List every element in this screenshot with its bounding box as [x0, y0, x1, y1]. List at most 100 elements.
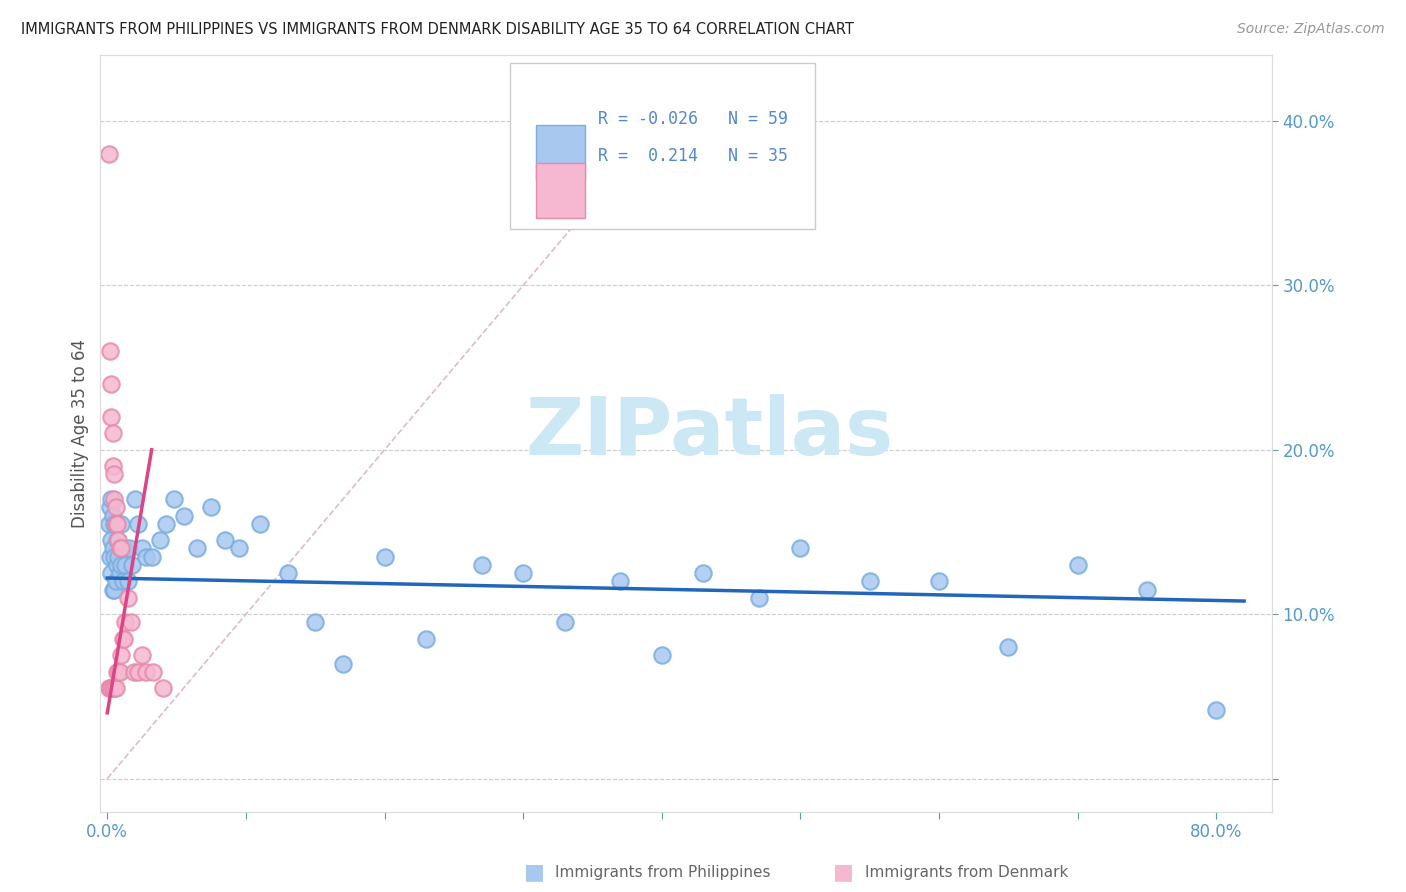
- Point: [117, 574, 139, 589]
- Text: R =  0.214   N = 35: R = 0.214 N = 35: [598, 147, 789, 165]
- Point: [104, 516, 127, 531]
- Point: [111, 632, 134, 646]
- Point: [118, 541, 141, 556]
- Point: [512, 566, 534, 580]
- Point: [110, 558, 132, 572]
- Point: [103, 681, 125, 696]
- Point: [186, 541, 208, 556]
- Point: [98, 549, 121, 564]
- Point: [748, 591, 770, 605]
- Point: [104, 574, 127, 589]
- Point: [101, 681, 124, 696]
- Point: [100, 533, 122, 548]
- Text: IMMIGRANTS FROM PHILIPPINES VS IMMIGRANTS FROM DENMARK DISABILITY AGE 35 TO 64 C: IMMIGRANTS FROM PHILIPPINES VS IMMIGRANT…: [21, 22, 853, 37]
- FancyBboxPatch shape: [536, 163, 585, 218]
- Point: [155, 516, 177, 531]
- Point: [108, 665, 131, 679]
- Point: [101, 508, 124, 523]
- Point: [100, 492, 122, 507]
- Point: [105, 516, 128, 531]
- Point: [110, 541, 132, 556]
- Point: [112, 541, 135, 556]
- Point: [107, 549, 129, 564]
- Text: ■: ■: [834, 863, 853, 882]
- Point: [112, 632, 135, 646]
- Point: [276, 566, 298, 580]
- Point: [98, 344, 121, 359]
- Point: [859, 574, 882, 589]
- Point: [789, 541, 811, 556]
- Point: [200, 500, 222, 515]
- Point: [105, 665, 128, 679]
- Point: [228, 541, 250, 556]
- Point: [1136, 582, 1159, 597]
- Point: [121, 558, 143, 572]
- Point: [122, 665, 145, 679]
- Point: [100, 681, 122, 696]
- Point: [97, 516, 120, 531]
- Point: [98, 681, 121, 696]
- Point: [141, 549, 163, 564]
- Point: [651, 648, 673, 663]
- Point: [692, 566, 714, 580]
- Point: [131, 541, 153, 556]
- Point: [1067, 558, 1090, 572]
- Point: [173, 508, 195, 523]
- Point: [110, 516, 132, 531]
- Point: [107, 533, 129, 548]
- FancyBboxPatch shape: [510, 62, 815, 229]
- Point: [124, 492, 146, 507]
- Text: Immigrants from Denmark: Immigrants from Denmark: [865, 865, 1069, 880]
- Point: [163, 492, 186, 507]
- Y-axis label: Disability Age 35 to 64: Disability Age 35 to 64: [72, 339, 89, 528]
- Point: [103, 467, 125, 482]
- Point: [100, 566, 122, 580]
- Point: [111, 574, 134, 589]
- Point: [304, 615, 326, 630]
- Point: [609, 574, 631, 589]
- Point: [105, 533, 128, 548]
- Point: [103, 516, 125, 531]
- Point: [100, 409, 122, 424]
- Point: [120, 615, 142, 630]
- Point: [103, 582, 125, 597]
- Point: [104, 516, 127, 531]
- Point: [149, 533, 172, 548]
- Point: [117, 591, 139, 605]
- Point: [997, 640, 1019, 654]
- Point: [108, 566, 131, 580]
- Point: [214, 533, 236, 548]
- Point: [97, 681, 120, 696]
- Point: [108, 541, 131, 556]
- Point: [415, 632, 437, 646]
- Point: [127, 516, 149, 531]
- Point: [142, 665, 165, 679]
- Point: [152, 681, 174, 696]
- Point: [103, 549, 125, 564]
- Point: [100, 376, 122, 391]
- Point: [98, 500, 121, 515]
- Text: ■: ■: [524, 863, 544, 882]
- Text: Source: ZipAtlas.com: Source: ZipAtlas.com: [1237, 22, 1385, 37]
- Point: [114, 558, 136, 572]
- Point: [97, 146, 120, 161]
- Point: [101, 541, 124, 556]
- Point: [131, 648, 153, 663]
- Text: R = -0.026   N = 59: R = -0.026 N = 59: [598, 110, 789, 128]
- Point: [127, 665, 149, 679]
- Point: [105, 558, 128, 572]
- Point: [104, 681, 127, 696]
- Point: [110, 648, 132, 663]
- Point: [135, 549, 157, 564]
- Point: [471, 558, 494, 572]
- Point: [928, 574, 950, 589]
- Point: [249, 516, 271, 531]
- Text: Immigrants from Philippines: Immigrants from Philippines: [555, 865, 770, 880]
- Point: [114, 615, 136, 630]
- FancyBboxPatch shape: [536, 126, 585, 180]
- Point: [135, 665, 157, 679]
- Point: [101, 426, 124, 441]
- Point: [101, 582, 124, 597]
- Point: [332, 657, 354, 671]
- Point: [103, 492, 125, 507]
